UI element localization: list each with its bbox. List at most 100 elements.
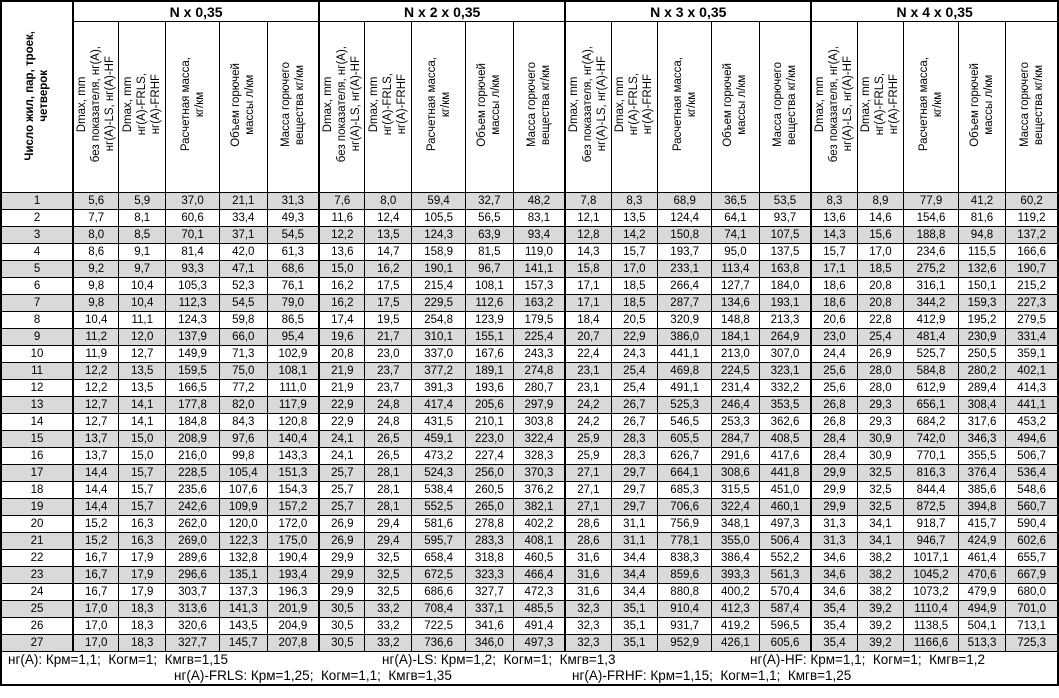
cell-value: 18,6 bbox=[810, 294, 858, 312]
cell-value: 28,1 bbox=[364, 498, 413, 516]
cell-value: 26,9 bbox=[318, 532, 366, 550]
cell-value: 17,4 bbox=[318, 311, 366, 329]
cell-value: 320,9 bbox=[657, 311, 713, 329]
cell-value: 141,1 bbox=[512, 260, 567, 278]
cell-value: 14,2 bbox=[610, 226, 659, 244]
row-number: 18 bbox=[0, 481, 75, 499]
footnote-row: нг(А): Крм=1,1; Когм=1; Кмгв=1,15 нг(А)-… bbox=[0, 651, 1059, 686]
cell-value: 658,4 bbox=[411, 549, 467, 567]
cell-value: 12,7 bbox=[72, 413, 120, 431]
cell-value: 328,3 bbox=[512, 447, 567, 465]
cell-value: 39,2 bbox=[856, 600, 905, 618]
cell-value: 35,4 bbox=[810, 600, 858, 618]
cell-value: 29,9 bbox=[810, 498, 858, 516]
cell-value: 77,9 bbox=[903, 192, 959, 210]
cell-value: 323,1 bbox=[758, 362, 813, 380]
cell-value: 30,5 bbox=[318, 634, 366, 652]
cell-value: 15,7 bbox=[810, 243, 858, 261]
cell-value: 36,5 bbox=[711, 192, 760, 210]
cell-value: 12,2 bbox=[72, 362, 120, 380]
cell-value: 327,7 bbox=[165, 634, 221, 652]
cell-value: 11,9 bbox=[72, 345, 120, 363]
cell-value: 38,2 bbox=[856, 549, 905, 567]
cell-value: 472,3 bbox=[512, 583, 567, 601]
cell-value: 307,0 bbox=[758, 345, 813, 363]
cell-value: 193,7 bbox=[657, 243, 713, 261]
cell-value: 31,6 bbox=[564, 566, 612, 584]
cell-value: 107,5 bbox=[758, 226, 813, 244]
footnote-ngA: нг(А): Крм=1,1; Когм=1; Кмгв=1,15 bbox=[8, 652, 229, 667]
row-number: 14 bbox=[0, 413, 75, 431]
cell-value: 19,6 bbox=[318, 328, 366, 346]
cell-value: 322,4 bbox=[512, 430, 567, 448]
cell-value: 30,9 bbox=[856, 430, 905, 448]
cell-value: 33,2 bbox=[364, 617, 413, 635]
cell-value: 595,7 bbox=[411, 532, 467, 550]
cell-value: 145,7 bbox=[219, 634, 268, 652]
table-row: 9 11,2 12,0 137,9 66,0 95,4 19,6 21,7 310,1 155,1… bbox=[0, 328, 1059, 346]
cell-value: 28,4 bbox=[810, 430, 858, 448]
sub-header-cell: Расчетная масса, кг/км bbox=[165, 21, 221, 193]
cell-value: 34,4 bbox=[610, 549, 659, 567]
cell-value: 21,9 bbox=[318, 362, 366, 380]
cell-value: 31,3 bbox=[266, 192, 321, 210]
cell-value: 56,5 bbox=[465, 209, 514, 227]
footnote-line-1: нг(А): Крм=1,1; Когм=1; Кмгв=1,15 нг(А)-… bbox=[2, 652, 1057, 668]
cell-value: 279,5 bbox=[1005, 311, 1059, 329]
row-number: 17 bbox=[0, 464, 75, 482]
cell-value: 491,4 bbox=[512, 617, 567, 635]
cell-value: 13,6 bbox=[810, 209, 858, 227]
sub-header-label: Dmax, mm без показателя, нг(А), нг(А)-LS… bbox=[568, 46, 609, 163]
row-number: 21 bbox=[0, 532, 75, 550]
sub-header-label: Объем горючей массы л/км bbox=[230, 62, 257, 147]
cell-value: 210,1 bbox=[465, 413, 514, 431]
row-number: 9 bbox=[0, 328, 75, 346]
cell-value: 461,4 bbox=[957, 549, 1007, 567]
table-row: 13 12,7 14,1 177,8 82,0 117,9 22,9 24,8 417,4 205… bbox=[0, 396, 1059, 414]
cell-value: 166,5 bbox=[165, 379, 221, 397]
cell-value: 14,1 bbox=[118, 396, 167, 414]
cell-value: 7,6 bbox=[318, 192, 366, 210]
cell-value: 546,5 bbox=[657, 413, 713, 431]
cell-value: 32,5 bbox=[364, 566, 413, 584]
cell-value: 12,8 bbox=[564, 226, 612, 244]
table-row: 16 13,7 15,0 216,0 99,8 143,3 24,1 26,5 473,2 227… bbox=[0, 447, 1059, 465]
cell-value: 115,5 bbox=[957, 243, 1007, 261]
cell-value: 23,0 bbox=[810, 328, 858, 346]
cell-value: 278,8 bbox=[465, 515, 514, 533]
cell-value: 81,6 bbox=[957, 209, 1007, 227]
sub-header-cell: Объем горючей массы л/км bbox=[711, 21, 760, 193]
sub-header-cell: Dmax, mm без показателя, нг(А), нг(А)-LS… bbox=[318, 21, 366, 193]
cell-value: 859,6 bbox=[657, 566, 713, 584]
row-number: 11 bbox=[0, 362, 75, 380]
cell-value: 190,7 bbox=[1005, 260, 1059, 278]
cell-value: 18,5 bbox=[856, 260, 905, 278]
cell-value: 105,4 bbox=[219, 464, 268, 482]
cell-value: 15,0 bbox=[318, 260, 366, 278]
cell-value: 8,3 bbox=[810, 192, 858, 210]
cell-value: 473,2 bbox=[411, 447, 467, 465]
cell-value: 25,4 bbox=[856, 328, 905, 346]
cell-value: 25,4 bbox=[610, 362, 659, 380]
cell-value: 105,5 bbox=[411, 209, 467, 227]
cell-value: 243,3 bbox=[512, 345, 567, 363]
sub-header-label: Dmax, mm нг(А)-FRLS, нг(А)-FRHF bbox=[368, 73, 409, 136]
cell-value: 117,9 bbox=[266, 396, 321, 414]
cell-value: 15,2 bbox=[72, 532, 120, 550]
cell-value: 15,7 bbox=[118, 481, 167, 499]
cell-value: 417,4 bbox=[411, 396, 467, 414]
cell-value: 224,5 bbox=[711, 362, 760, 380]
cell-value: 8,5 bbox=[118, 226, 167, 244]
sub-header-cell: Dmax, mm нг(А)-FRLS, нг(А)-FRHF bbox=[118, 21, 167, 193]
cell-value: 459,1 bbox=[411, 430, 467, 448]
cell-value: 124,4 bbox=[657, 209, 713, 227]
cell-value: 17,0 bbox=[72, 634, 120, 652]
cell-value: 1110,4 bbox=[903, 600, 959, 618]
cell-value: 10,4 bbox=[72, 311, 120, 329]
cell-value: 525,7 bbox=[903, 345, 959, 363]
sub-header-label: Масса горючего вещества кг/км bbox=[771, 61, 798, 148]
table-row: 27 17,0 18,3 327,7 145,7 207,8 30,5 33,2 736,6 34… bbox=[0, 634, 1059, 652]
table-row: 14 12,7 14,1 184,8 84,3 120,8 22,9 24,8 431,5 210… bbox=[0, 413, 1059, 431]
cell-value: 193,4 bbox=[266, 566, 321, 584]
cell-value: 880,8 bbox=[657, 583, 713, 601]
